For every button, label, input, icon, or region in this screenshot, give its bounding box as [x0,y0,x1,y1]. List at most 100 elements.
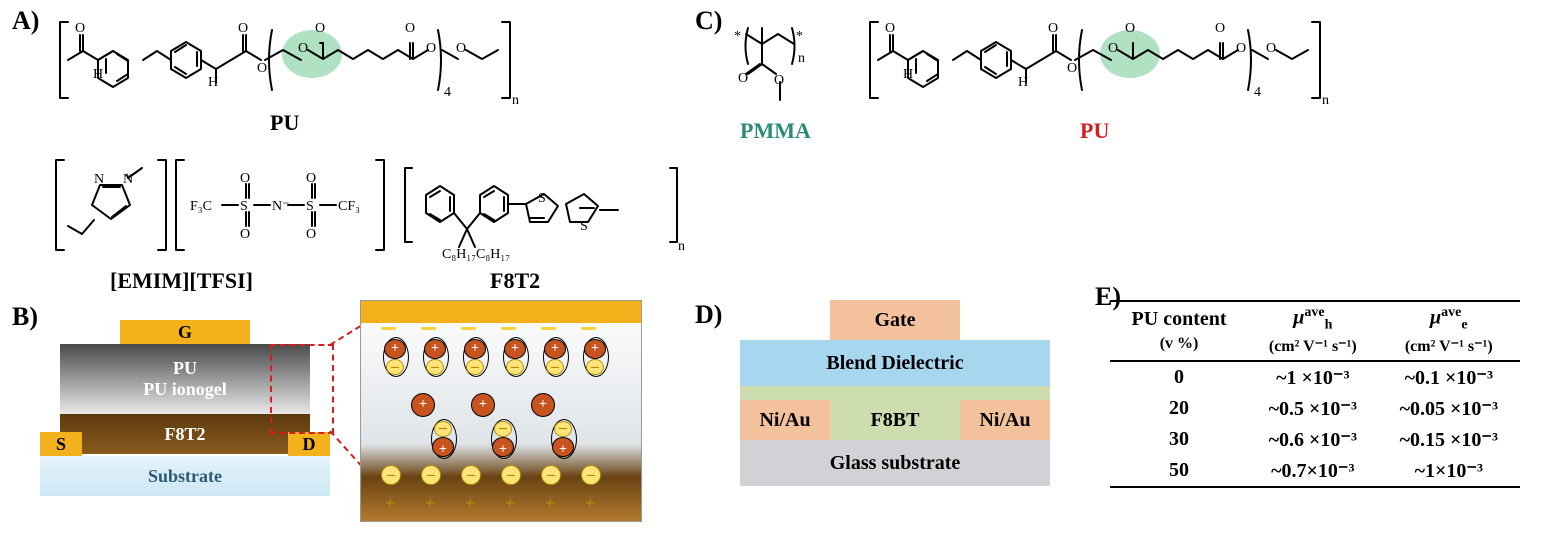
ion-pair: +– [503,337,529,377]
layer-gate: G [120,320,250,344]
svg-text:O: O [1067,61,1077,76]
svg-text:O: O [257,61,267,76]
minus-icon [421,327,436,330]
chem-label-pu-c: PU [1080,118,1109,144]
anion-icon: – [381,465,401,485]
layer-pu-text: PU [173,358,197,379]
figure-root: A) B) C) D) E) H H O [0,0,1545,540]
table-row: 30 ~0.6 ×10⁻³ ~0.15 ×10⁻³ [1110,424,1520,455]
svg-text:4: 4 [444,85,451,100]
mu-sup-e: ave [1441,305,1461,320]
panel-label-c: C) [695,6,722,36]
layer-gate-d: Gate [830,300,960,340]
svg-text:O: O [1125,21,1135,36]
anion-icon: – [541,465,561,485]
mu-sym-e: μ [1430,307,1441,329]
ion-pair: +– [463,337,489,377]
mobility-table: PU content (v %) μaveh (cm² V⁻¹ s⁻¹) μav… [1110,300,1520,488]
svg-text:S: S [580,219,588,234]
th-mu-h: μaveh (cm² V⁻¹ s⁻¹) [1248,301,1378,361]
cation-icon: + [471,393,495,417]
svg-text:O: O [306,227,316,242]
cell-mue: ~0.05 ×10⁻³ [1378,393,1520,424]
cell-muh: ~1 ×10⁻³ [1248,361,1378,393]
svg-text:C₈H₁₇: C₈H₁₇ [476,247,510,262]
chem-label-emim-tfsi: [EMIM][TFSI] [110,268,253,294]
svg-text:O: O [405,21,415,36]
minus-icon [581,327,596,330]
panel-label-a: A) [12,6,39,36]
ion-pair: +– [491,419,517,459]
svg-text:O: O [1236,41,1246,56]
hole-plus-icon: + [585,493,595,514]
ion-pair: +– [431,419,457,459]
device-d-stack: Gate Blend Dielectric Ni/Au F8BT Ni/Au G… [720,300,1070,520]
electrode-source: S [40,432,82,456]
chem-structure-f8t2: n C₈H₁₇C₈H₁₇ S S [400,150,690,270]
layer-glass-substrate: Glass substrate [740,440,1050,486]
svg-text:O: O [426,41,436,56]
svg-text:F₃C: F₃C [190,199,212,214]
mu-sup-h: ave [1304,305,1324,320]
callout-dashbox [270,344,334,434]
svg-text:O: O [75,21,85,36]
anion-icon: – [461,465,481,485]
ion-pair: +– [423,337,449,377]
svg-text:O: O [240,227,250,242]
svg-text:N⁻: N⁻ [272,199,290,214]
mu-sym-h: μ [1293,307,1304,329]
table-row: 20 ~0.5 ×10⁻³ ~0.05 ×10⁻³ [1110,393,1520,424]
minus-icon [501,327,516,330]
svg-text:*: * [734,29,741,44]
th-pu-l1: PU content [1132,308,1227,330]
layer-f8bt: F8BT [830,400,960,440]
chem-label-pmma: PMMA [740,118,811,144]
svg-text:O: O [298,41,308,56]
ion-pair: +– [383,337,409,377]
svg-text:n: n [1322,93,1329,108]
svg-text:4: 4 [1254,85,1261,100]
chem-label-pu-a: PU [270,110,299,136]
svg-text:O: O [1108,41,1118,56]
svg-text:O: O [240,171,250,186]
cation-icon: + [531,393,555,417]
layer-ionogel-text: PU ionogel [143,379,227,400]
ion-pair: +– [583,337,609,377]
hole-plus-icon: + [505,493,515,514]
electrode-niau-right: Ni/Au [960,400,1050,440]
th-mu-e: μavee (cm² V⁻¹ s⁻¹) [1378,301,1520,361]
minus-icon [381,327,396,330]
svg-text:O: O [885,21,895,36]
table-row: 0 ~1 ×10⁻³ ~0.1 ×10⁻³ [1110,361,1520,393]
cell-mue: ~1×10⁻³ [1378,455,1520,487]
table-row: 50 ~0.7×10⁻³ ~1×10⁻³ [1110,455,1520,487]
svg-text:N: N [94,172,104,187]
chem-structure-pmma: * * n O O [730,10,840,120]
unit-e: (cm² V⁻¹ s⁻¹) [1405,338,1493,355]
unit-h: (cm² V⁻¹ s⁻¹) [1269,338,1357,355]
hole-plus-icon: + [425,493,435,514]
th-pu-content: PU content (v %) [1110,301,1248,361]
panel-label-d: D) [695,300,722,330]
chem-structure-pu-a: H H O O O O O O [50,10,690,110]
zoom-top-gold [361,301,641,323]
layer-interlayer [740,386,1050,400]
layer-substrate: Substrate [40,456,330,496]
device-b-zoom: +– +– +– +– +– +– + + + +– +– +– – – – –… [360,300,642,522]
minus-icon [461,327,476,330]
cell-pu: 0 [1110,361,1248,393]
electrode-drain: D [288,432,330,456]
cell-muh: ~0.5 ×10⁻³ [1248,393,1378,424]
svg-text:n: n [678,239,685,254]
mu-sub-e: e [1461,318,1467,333]
cell-pu: 30 [1110,424,1248,455]
th-pu-l2: (v %) [1160,335,1199,352]
svg-text:n: n [512,93,519,108]
cell-mue: ~0.1 ×10⁻³ [1378,361,1520,393]
svg-text:S: S [538,191,546,206]
anion-icon: – [581,465,601,485]
svg-text:O: O [1215,21,1225,36]
cell-mue: ~0.15 ×10⁻³ [1378,424,1520,455]
panel-label-b: B) [12,302,38,332]
hole-plus-icon: + [545,493,555,514]
